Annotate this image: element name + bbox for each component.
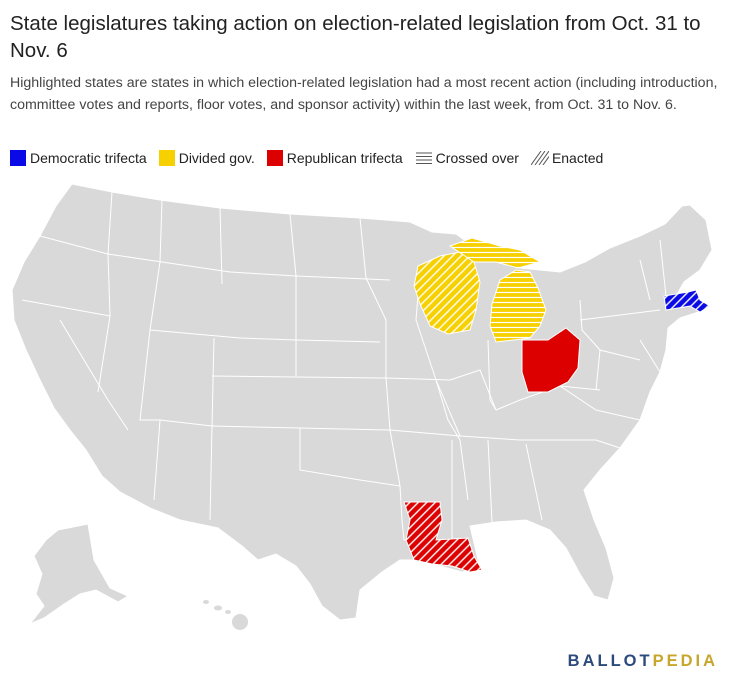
state-borders bbox=[21, 191, 667, 541]
democratic-swatch-icon bbox=[10, 150, 26, 166]
legend-label-enacted: Enacted bbox=[551, 150, 604, 166]
chart-subtitle: Highlighted states are states in which e… bbox=[10, 75, 718, 113]
logo-part-pedia: PEDIA bbox=[652, 652, 718, 670]
legend-label-divided: Divided gov. bbox=[178, 150, 255, 166]
legend-item-enacted: Enacted bbox=[530, 150, 604, 166]
legend-item-democratic: Democratic trifecta bbox=[10, 150, 147, 166]
legend-item-republican: Republican trifecta bbox=[266, 150, 403, 166]
chart-title: State legislatures taking action on elec… bbox=[10, 12, 701, 62]
us-mainland-shape bbox=[11, 183, 713, 621]
ballotpedia-logo: BALLOTPEDIA bbox=[568, 652, 718, 671]
horizontal-lines-icon bbox=[415, 152, 432, 164]
state-ohio bbox=[521, 327, 581, 393]
us-map bbox=[11, 183, 713, 630]
diagonal-lines-icon bbox=[530, 151, 549, 165]
legend-item-divided: Divided gov. bbox=[158, 150, 255, 166]
legend-label-republican: Republican trifecta bbox=[286, 150, 403, 166]
state-louisiana bbox=[403, 501, 483, 573]
legend-label-democratic: Democratic trifecta bbox=[30, 150, 147, 166]
logo-part-ballot: BALLOT bbox=[567, 652, 653, 670]
legend-label-crossed-over: Crossed over bbox=[435, 150, 519, 166]
state-michigan-upper bbox=[448, 237, 542, 269]
state-wisconsin bbox=[413, 251, 481, 335]
hawaii-shape bbox=[203, 600, 248, 630]
state-michigan-lower bbox=[489, 269, 547, 343]
legend-item-crossed-over: Crossed over bbox=[415, 150, 519, 166]
state-massachusetts bbox=[663, 289, 711, 313]
legend: Democratic trifecta Divided gov. Republi… bbox=[10, 148, 615, 168]
republican-swatch-icon bbox=[266, 150, 283, 166]
alaska-shape bbox=[29, 523, 130, 625]
divided-swatch-icon bbox=[158, 150, 175, 166]
